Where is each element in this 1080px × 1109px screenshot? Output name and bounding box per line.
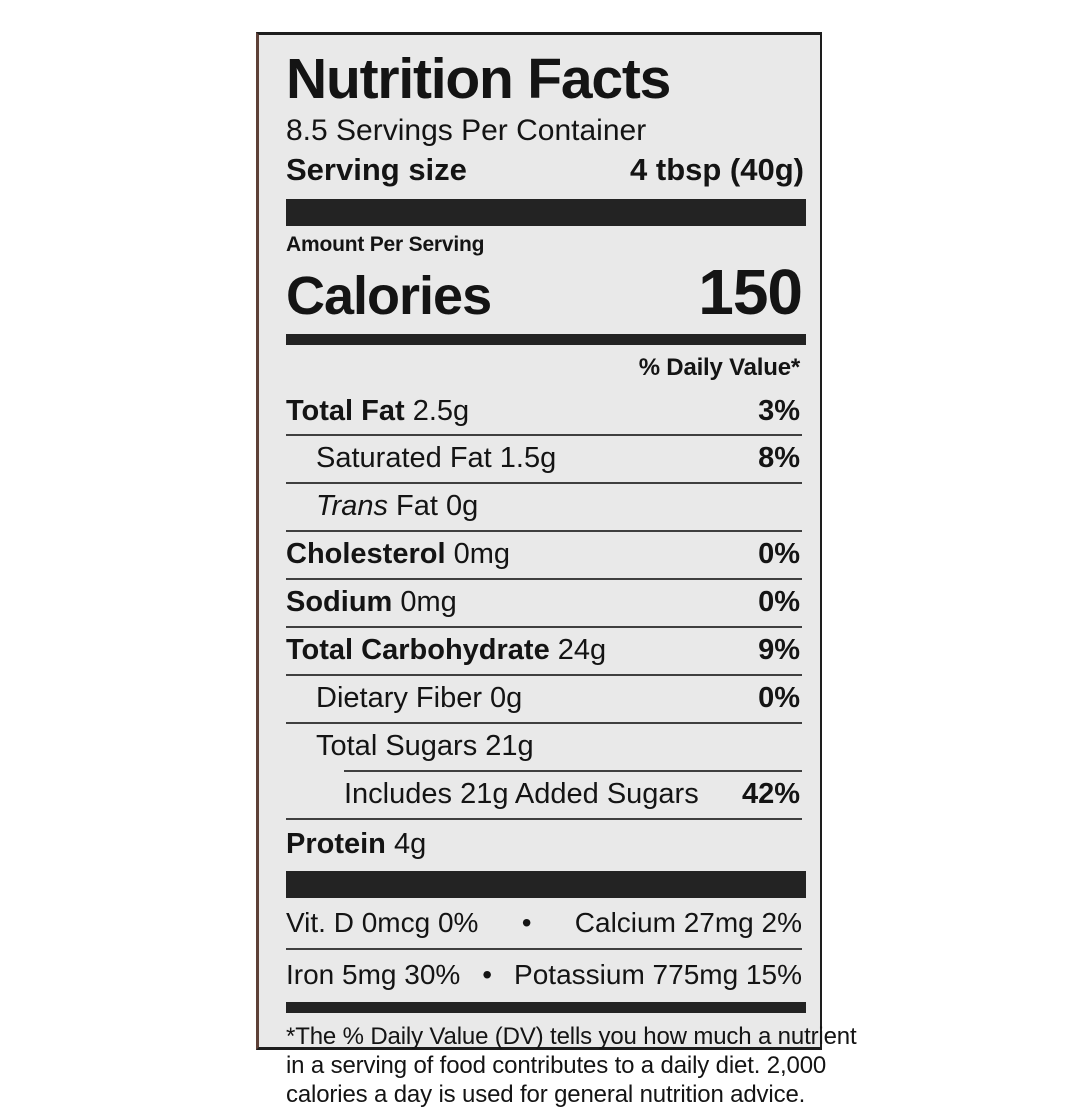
nutrient-label: Total Sugars	[316, 729, 478, 762]
nutrient-label: Total Fat	[286, 394, 405, 427]
calories-label: Calories	[286, 265, 492, 326]
nutrient-row: Includes 21g Added Sugars 42%	[286, 772, 802, 818]
amount-per-serving-label: Amount Per Serving	[286, 232, 485, 256]
servings-per-container: 8.5 Servings Per Container	[286, 114, 647, 147]
nutrient-row-divider	[286, 434, 802, 437]
nutrient-name: Total Carbohydrate 24g	[286, 634, 607, 667]
nutrient-amount: 0mg	[445, 538, 511, 571]
nutrient-daily-value: 0%	[758, 538, 800, 571]
footnote-line: calories a day is used for general nutri…	[286, 1081, 806, 1109]
nutrient-label: Trans	[316, 490, 388, 523]
nutrient-name: Includes 21g Added Sugars	[286, 777, 699, 811]
nutrient-row: Total Carbohydrate 24g 9%	[286, 628, 802, 674]
nutrient-label: Sodium	[286, 586, 393, 619]
nutrient-amount: 0mg	[392, 586, 457, 619]
nutrient-amount: 2.5g	[404, 394, 470, 427]
nutrient-row-divider	[286, 817, 802, 820]
nutrient-name: Cholesterol 0mg	[286, 538, 511, 571]
nutrient-table: Total Fat 2.5g 3% Saturated Fat 1.5g 8% Tran…	[272, 389, 810, 869]
nutrient-amount: Fat 0g	[387, 490, 479, 523]
iron-value: Iron 5mg 30%	[286, 958, 461, 990]
nutrient-daily-value: 42%	[741, 777, 800, 810]
nutrient-row-divider	[286, 578, 802, 581]
vitamin-d-value: Vit. D 0mcg 0%	[286, 906, 479, 938]
bullet-separator-icon: •	[521, 906, 532, 938]
bullet-separator-icon-2: •	[482, 958, 493, 990]
vitamin-row-1: Vit. D 0mcg 0% • Calcium 27mg 2%	[286, 898, 802, 948]
footnote-line: in a serving of food contributes to a da…	[286, 1051, 827, 1079]
nutrient-name: Dietary Fiber 0g	[286, 681, 523, 715]
divider-bar-calories	[286, 333, 806, 345]
serving-size-value: 4 tbsp (40g)	[630, 151, 804, 187]
nutrient-label: Total Carbohydrate	[286, 634, 550, 667]
nutrient-name: Total Sugars 21g	[286, 729, 534, 763]
nutrient-row-divider	[286, 673, 802, 676]
nutrient-label: Includes 21g Added Sugars	[344, 777, 699, 810]
nutrient-daily-value: 3%	[758, 394, 800, 427]
serving-size-label: Serving size	[286, 151, 467, 187]
protein-amount: 4g	[385, 827, 427, 860]
nutrient-row: Total Fat 2.5g 3%	[286, 389, 802, 435]
nutrient-daily-value: 8%	[758, 442, 800, 475]
nutrition-facts-label: Nutrition Facts 8.5 Servings Per Contain…	[256, 32, 857, 1108]
nutrient-row: Total Sugars 21g	[286, 724, 802, 770]
divider-bar-vitamins	[286, 1001, 806, 1013]
daily-value-footnote: *The % Daily Value (DV) tells you how mu…	[272, 1013, 857, 1109]
nutrient-amount: 0g	[482, 681, 523, 714]
nutrient-daily-value: 0%	[758, 681, 800, 714]
nutrient-name: Saturated Fat 1.5g	[286, 443, 556, 475]
nutrient-amount: 1.5g	[491, 442, 557, 475]
nutrient-row-divider	[286, 530, 802, 533]
protein-row: Protein 4g	[286, 820, 802, 869]
label-inner: Nutrition Facts 8.5 Servings Per Contain…	[272, 35, 857, 1108]
nutrient-label: Cholesterol	[286, 538, 446, 571]
calcium-value: Calcium 27mg 2%	[574, 906, 802, 938]
nutrient-row: Dietary Fiber 0g 0%	[286, 676, 802, 722]
nutrient-row-divider	[286, 482, 802, 485]
nutrient-row: Sodium 0mg 0%	[286, 580, 802, 626]
nutrient-row-divider	[344, 769, 802, 772]
calories-value: 150	[698, 255, 803, 328]
vitamin-table: Vit. D 0mcg 0% • Calcium 27mg 2% Iron 5m…	[272, 898, 810, 1000]
nutrient-amount: 24g	[549, 634, 607, 667]
protein-name-amount: Protein 4g	[286, 828, 426, 861]
divider-bar-header	[286, 198, 806, 226]
nutrient-amount: 21g	[477, 729, 534, 762]
calories-row: Calories 150	[272, 255, 810, 329]
potassium-value: Potassium 775mg 15%	[514, 958, 802, 990]
nutrient-row-divider	[286, 721, 802, 724]
divider-bar-protein	[286, 870, 806, 898]
nutrient-daily-value: 9%	[758, 634, 800, 667]
serving-size-row: Serving size 4 tbsp (40g)	[272, 147, 810, 187]
footnote-line: *The % Daily Value (DV) tells you how mu…	[286, 1022, 857, 1050]
nutrient-label: Saturated Fat	[316, 442, 492, 475]
nutrient-row-divider	[286, 626, 802, 629]
nutrient-row: Trans Fat 0g	[286, 484, 802, 530]
label-title: Nutrition Facts	[286, 47, 671, 111]
nutrient-label: Dietary Fiber	[316, 681, 482, 714]
vitamin-row-divider	[286, 947, 802, 950]
nutrient-name: Trans Fat 0g	[286, 490, 479, 523]
nutrient-row: Cholesterol 0mg 0%	[286, 532, 802, 578]
nutrient-daily-value: 0%	[758, 586, 800, 619]
page-canvas: Nutrition Facts 8.5 Servings Per Contain…	[256, 32, 857, 1109]
nutrient-row: Saturated Fat 1.5g 8%	[286, 436, 802, 482]
protein-label: Protein	[286, 827, 386, 860]
nutrient-name: Sodium 0mg	[286, 586, 457, 619]
vitamin-row-2: Iron 5mg 30% • Potassium 775mg 15%	[286, 950, 802, 1000]
nutrient-name: Total Fat 2.5g	[286, 394, 470, 428]
daily-value-header: % Daily Value*	[638, 353, 800, 381]
